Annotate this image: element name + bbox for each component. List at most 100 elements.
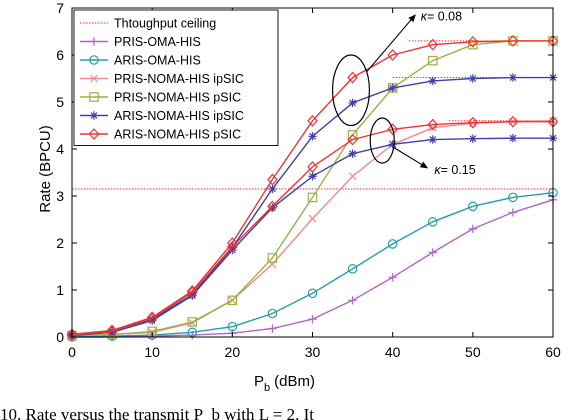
legend-label: PRIS-NOMA-HIS pSIC [114,91,241,105]
data-point [89,92,99,102]
data-point [427,217,438,227]
data-point [388,273,397,282]
data-point [88,128,100,140]
data-point [268,184,277,194]
data-point [428,248,437,257]
data-point [307,160,318,173]
data-point [468,74,478,83]
legend-entry: PRIS-NOMA-HIS pSIC [80,91,241,105]
series-line [71,120,553,336]
data-point [348,172,357,181]
data-point [268,203,277,212]
data-point [467,35,479,48]
legend-label: Thtoughput ceiling [114,17,216,31]
data-point [387,123,398,136]
annotation-label: κ= 0.08 [421,9,462,23]
data-point [347,133,358,146]
data-point [307,192,318,203]
annotation-ellipse [369,117,395,164]
data-point [307,114,318,127]
data-point [188,291,197,300]
x-axis-title: Pb (dBm) [254,373,315,394]
legend-entry: ARIS-NOMA-HIS ipSIC [80,109,244,123]
data-point [146,312,158,325]
data-point [507,35,519,47]
data-point [107,328,117,337]
data-point [347,264,358,274]
data-point [307,288,318,299]
data-point [228,245,237,255]
data-point [467,116,479,129]
x-tick-label: 50 [465,344,481,360]
figure-caption: 10. Rate versus the transmit P_b with L … [0,406,314,420]
data-point [308,172,317,181]
legend-label: ARIS-OMA-HIS [114,54,201,68]
data-point [106,325,118,338]
x-tick-label: 20 [225,344,241,360]
y-tick-label: 5 [56,94,64,110]
series-line [71,40,553,337]
data-point [308,132,317,141]
series-7 [66,115,559,342]
x-axis-subscript: b [264,382,270,394]
series-2 [68,116,557,340]
legend: Thtoughput ceiling PRIS-OMA-HIS ARIS-OMA-H… [73,9,279,146]
data-point [427,118,439,131]
x-tick-label: 10 [144,344,160,360]
x-tick-label: 40 [385,344,401,360]
y-tick-label: 4 [56,141,64,157]
annotation-kappa: κ [421,9,428,23]
data-point [348,296,357,305]
data-point [227,240,238,253]
legend-entry: ARIS-OMA-HIS [80,54,201,68]
series-0 [67,195,558,342]
x-tick-label: 0 [68,344,76,360]
legend-entry: PRIS-NOMA-HIS ipSIC [80,72,244,86]
y-axis-title: Rate (BPCU) [37,125,54,213]
data-point [508,73,518,82]
y-tick-label: 3 [56,188,64,204]
data-point [388,83,397,93]
y-tick-label: 0 [56,329,64,345]
data-point [267,308,278,319]
data-point [387,239,398,249]
data-point [90,74,98,83]
x-tick-label: 60 [545,344,561,360]
series-line [71,120,554,337]
annotation-arrow [366,14,416,73]
data-point [89,111,99,120]
kappa-annotations: κ= 0.08κ= 0.15 [331,9,476,177]
data-point [388,140,397,149]
data-point [468,201,478,212]
plot-axes: 0 10 20 30 40 50 60 0 1 2 3 4 5 6 7 [56,0,561,360]
data-point [387,49,398,61]
y-tick-label: 1 [56,282,64,298]
legend-label: ARIS-NOMA-HIS ipSIC [114,109,244,123]
data-point [427,55,438,66]
data-point [268,324,277,333]
data-point [508,133,518,143]
annotation-label: κ= 0.15 [434,163,475,177]
annotation-ellipse [331,54,371,127]
y-tick-label: 6 [56,47,64,63]
annotation-value: = 0.08 [427,9,462,23]
data-point [267,200,278,213]
data-point [508,192,518,203]
annotation-kappa: κ [434,163,441,177]
data-point [89,55,99,65]
data-point [186,286,198,299]
data-point [348,98,357,108]
data-point [227,295,238,306]
data-point [187,327,198,338]
data-point [428,76,437,86]
data-point [187,317,198,327]
data-point [347,71,358,84]
x-tick-label: 30 [305,344,321,360]
series-6 [67,133,558,340]
legend-entry: Thtoughput ceiling [80,17,216,31]
data-point [267,173,278,186]
data-point [66,329,78,342]
data-point [308,314,317,324]
data-point [508,208,518,217]
x-axis-symbol: P [254,373,264,390]
